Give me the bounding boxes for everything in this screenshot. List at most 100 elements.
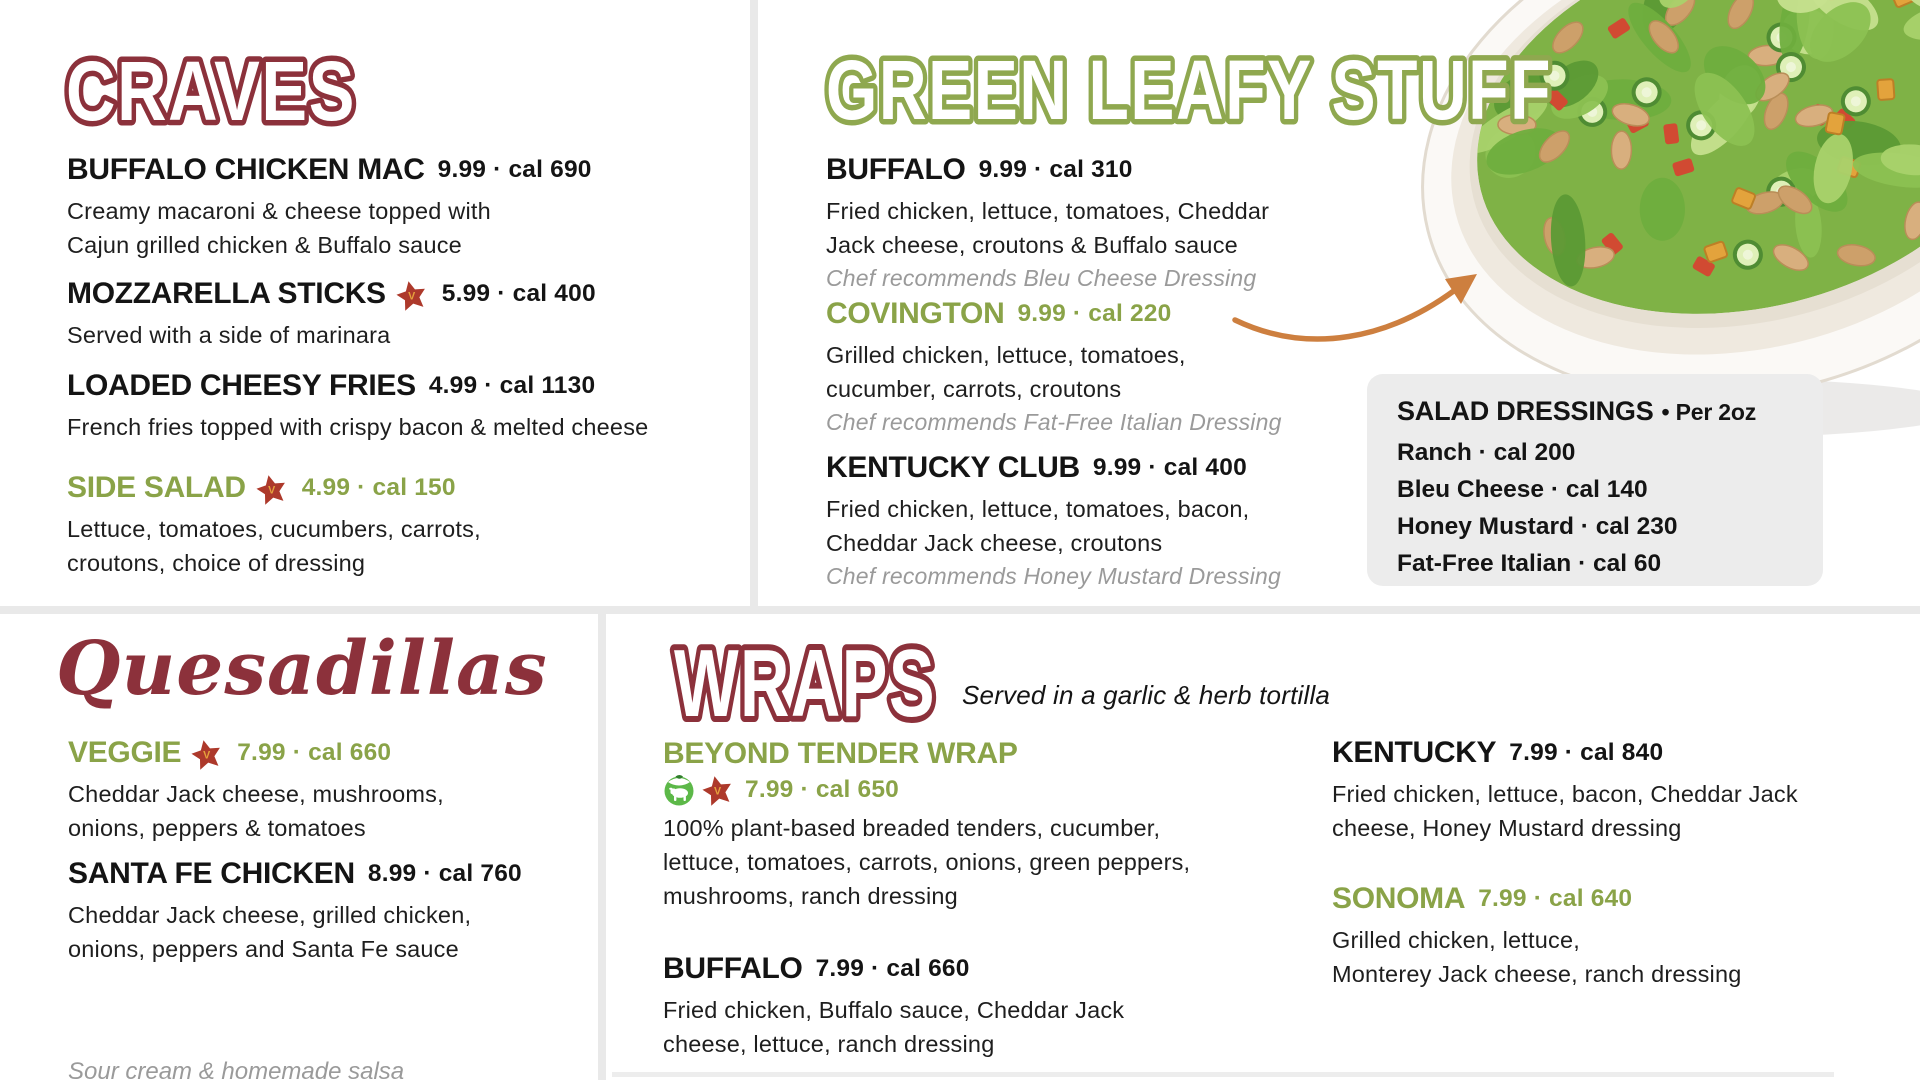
wraps-title-text: WRAPS — [674, 630, 936, 737]
item-name-row: KENTUCKY 7.99 · cal 840 — [1332, 735, 1798, 771]
item-price: 7.99 · cal 840 — [1509, 739, 1664, 766]
item-name: MOZZARELLA STICKS — [67, 277, 386, 310]
item-icon-row: V 7.99 · cal 650 — [663, 773, 1190, 807]
menu-item-santa-fe-chicken-quesadilla: SANTA FE CHICKEN 8.99 · cal 760 Cheddar … — [68, 856, 522, 966]
chef-note: Chef recommends Honey Mustard Dressing — [826, 563, 1281, 589]
item-price: 7.99 · cal 660 — [815, 955, 970, 982]
item-name: BUFFALO — [663, 952, 803, 985]
vertical-divider-bottom — [598, 614, 606, 1080]
description-line: Fried chicken, Buffalo sauce, Cheddar Ja… — [663, 997, 1125, 1023]
craves-section-title: CRAVES — [61, 39, 360, 144]
vegetarian-star-icon: V — [396, 280, 425, 311]
description-line: Cheddar Jack cheese, grilled chicken, — [68, 902, 472, 928]
vegetarian-star-icon: V — [256, 474, 285, 505]
menu-item-mozzarella-sticks: MOZZARELLA STICKS V 5.99 · cal 400 Serve… — [67, 276, 596, 352]
salad-dressings-title-row: SALAD DRESSINGS • Per 2oz — [1397, 396, 1823, 427]
item-description: French fries topped with crispy bacon & … — [67, 410, 648, 444]
description-line: croutons, choice of dressing — [67, 550, 366, 576]
item-price: 8.99 · cal 760 — [367, 860, 522, 887]
item-name: KENTUCKY — [1332, 736, 1497, 769]
item-description: Creamy macaroni & cheese topped with Caj… — [67, 194, 592, 262]
salad-dressings-list: Ranch · cal 200 Bleu Cheese · cal 140 Ho… — [1397, 434, 1823, 582]
item-name-row: BUFFALO 9.99 · cal 310 — [826, 152, 1269, 188]
description-line: Fried chicken, lettuce, tomatoes, bacon, — [826, 496, 1250, 522]
item-price: 9.99 · cal 310 — [978, 156, 1133, 183]
menu-item-side-salad: SIDE SALAD V 4.99 · cal 150 Lettuce, tom… — [67, 470, 481, 580]
vegetarian-star-icon: V — [191, 739, 221, 770]
svg-text:V: V — [714, 785, 722, 797]
description-line: lettuce, tomatoes, carrots, onions, gree… — [663, 849, 1191, 875]
item-name: BEYOND TENDER WRAP — [663, 737, 1018, 770]
item-name: SANTA FE CHICKEN — [68, 857, 355, 890]
item-price: 9.99 · cal 220 — [1017, 300, 1172, 327]
svg-text:V: V — [268, 484, 276, 496]
dressing-item: Honey Mustard · cal 230 — [1397, 513, 1678, 540]
item-name-row: LOADED CHEESY FRIES 4.99 · cal 1130 — [67, 368, 648, 404]
dressing-item: Bleu Cheese · cal 140 — [1397, 476, 1648, 503]
dressing-item: Ranch · cal 200 — [1397, 439, 1576, 466]
item-description: Served with a side of marinara — [67, 318, 596, 352]
wraps-subtitle: Served in a garlic & herb tortilla — [962, 680, 1331, 710]
item-description: Fried chicken, Buffalo sauce, Cheddar Ja… — [663, 993, 1124, 1061]
description-line: mushrooms, ranch dressing — [663, 883, 958, 909]
menu-item-kentucky-club-salad: KENTUCKY CLUB 9.99 · cal 400 Fried chick… — [826, 450, 1281, 591]
description-line: Monterey Jack cheese, ranch dressing — [1332, 961, 1742, 987]
salad-bowl-photo — [1421, 0, 1920, 438]
item-name: BUFFALO — [826, 153, 966, 186]
menu-item-loaded-cheesy-fries: LOADED CHEESY FRIES 4.99 · cal 1130 Fren… — [67, 368, 648, 444]
menu-item-kentucky-wrap: KENTUCKY 7.99 · cal 840 Fried chicken, l… — [1332, 735, 1798, 845]
dressing-item: Fat-Free Italian · cal 60 — [1397, 550, 1662, 577]
menu-item-buffalo-salad: BUFFALO 9.99 · cal 310 Fried chicken, le… — [826, 152, 1269, 293]
item-name: SIDE SALAD — [67, 471, 246, 504]
menu-item-covington-salad: COVINGTON 9.99 · cal 220 Grilled chicken… — [826, 296, 1282, 437]
item-price: 4.99 · cal 150 — [301, 474, 456, 501]
item-price: 7.99 · cal 640 — [1478, 885, 1633, 912]
item-name-row: BUFFALO CHICKEN MAC 9.99 · cal 690 — [67, 152, 592, 188]
bottom-edge-divider — [612, 1072, 1834, 1077]
plant-based-icon — [664, 775, 694, 806]
description-line: cheese, lettuce, ranch dressing — [663, 1031, 995, 1057]
footnote-line: Sour cream & homemade salsa — [68, 1058, 405, 1080]
description-line: Lettuce, tomatoes, cucumbers, carrots, — [67, 516, 481, 542]
green-leafy-section-title: GREEN LEAFY STUFF — [821, 38, 1556, 143]
item-name-row: BUFFALO 7.99 · cal 660 — [663, 951, 1124, 987]
item-name-row: VEGGIE V 7.99 · cal 660 — [68, 735, 444, 771]
description-line: French fries topped with crispy bacon & … — [67, 414, 649, 440]
description-line: Fried chicken, lettuce, bacon, Cheddar J… — [1332, 781, 1798, 807]
description-line: Served with a side of marinara — [67, 322, 391, 348]
svg-text:V: V — [203, 749, 211, 761]
item-description: Fried chicken, lettuce, tomatoes, Chedda… — [826, 194, 1269, 262]
item-description: Fried chicken, lettuce, bacon, Cheddar J… — [1332, 777, 1798, 845]
item-description: Grilled chicken, lettuce, Monterey Jack … — [1332, 923, 1742, 991]
description-line: Creamy macaroni & cheese topped with — [67, 198, 491, 224]
item-price: 7.99 · cal 660 — [237, 739, 392, 766]
menu-item-veggie-quesadilla: VEGGIE V 7.99 · cal 660 Cheddar Jack che… — [68, 735, 444, 845]
item-name: BUFFALO CHICKEN MAC — [67, 153, 425, 186]
item-price: 9.99 · cal 690 — [437, 156, 592, 183]
svg-text:V: V — [408, 290, 416, 302]
description-line: cheese, Honey Mustard dressing — [1332, 815, 1682, 841]
item-name: KENTUCKY CLUB — [826, 451, 1080, 484]
salad-dressings-box: SALAD DRESSINGS • Per 2oz Ranch · cal 200… — [1367, 374, 1823, 586]
quesadillas-section-title: Quesadillas — [56, 626, 548, 712]
description-line: Cheddar Jack cheese, croutons — [826, 530, 1163, 556]
item-price: 5.99 · cal 400 — [441, 280, 596, 307]
item-name-row: KENTUCKY CLUB 9.99 · cal 400 — [826, 450, 1281, 486]
description-line: 100% plant-based breaded tenders, cucumb… — [663, 815, 1161, 841]
description-line: onions, peppers & tomatoes — [68, 815, 366, 841]
item-description: Grilled chicken, lettuce, tomatoes, cucu… — [826, 338, 1282, 406]
item-name-row: COVINGTON 9.99 · cal 220 — [826, 296, 1282, 332]
arrow-to-salad-icon — [1232, 274, 1477, 342]
menu-item-sonoma-wrap: SONOMA 7.99 · cal 640 Grilled chicken, l… — [1332, 881, 1742, 991]
item-name-row: BEYOND TENDER WRAP — [663, 736, 1190, 772]
item-description: Lettuce, tomatoes, cucumbers, carrots, c… — [67, 512, 481, 580]
description-line: onions, peppers and Santa Fe sauce — [68, 936, 459, 962]
item-description: Cheddar Jack cheese, mushrooms, onions, … — [68, 777, 444, 845]
item-price: 4.99 · cal 1130 — [428, 372, 596, 399]
vegetarian-star-icon: V — [702, 775, 731, 806]
green-leafy-title-text: GREEN LEAFY STUFF — [826, 43, 1552, 137]
item-name-row: SONOMA 7.99 · cal 640 — [1332, 881, 1742, 917]
salad-ingredients — [1465, 0, 1920, 287]
chef-note: Chef recommends Bleu Cheese Dressing — [826, 265, 1257, 291]
